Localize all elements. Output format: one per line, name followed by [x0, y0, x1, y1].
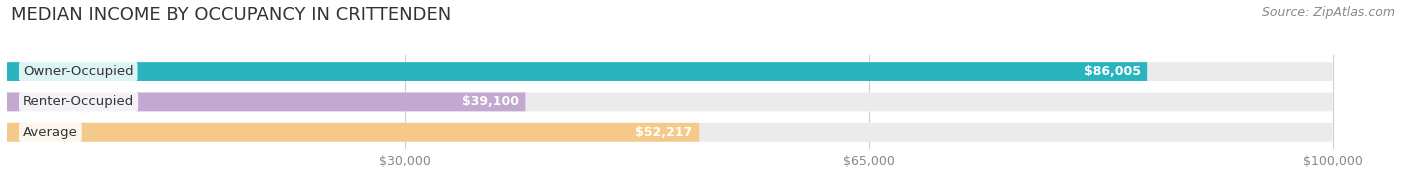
FancyBboxPatch shape [7, 62, 1147, 81]
Text: Average: Average [22, 126, 77, 139]
Text: $86,005: $86,005 [1084, 65, 1140, 78]
Text: $52,217: $52,217 [636, 126, 693, 139]
FancyBboxPatch shape [7, 62, 1333, 81]
FancyBboxPatch shape [7, 123, 1333, 142]
Text: $39,100: $39,100 [461, 95, 519, 108]
FancyBboxPatch shape [7, 123, 699, 142]
Text: Owner-Occupied: Owner-Occupied [22, 65, 134, 78]
FancyBboxPatch shape [7, 93, 526, 111]
Text: Renter-Occupied: Renter-Occupied [22, 95, 134, 108]
Text: Source: ZipAtlas.com: Source: ZipAtlas.com [1261, 6, 1395, 19]
FancyBboxPatch shape [7, 93, 1333, 111]
Text: MEDIAN INCOME BY OCCUPANCY IN CRITTENDEN: MEDIAN INCOME BY OCCUPANCY IN CRITTENDEN [11, 6, 451, 24]
